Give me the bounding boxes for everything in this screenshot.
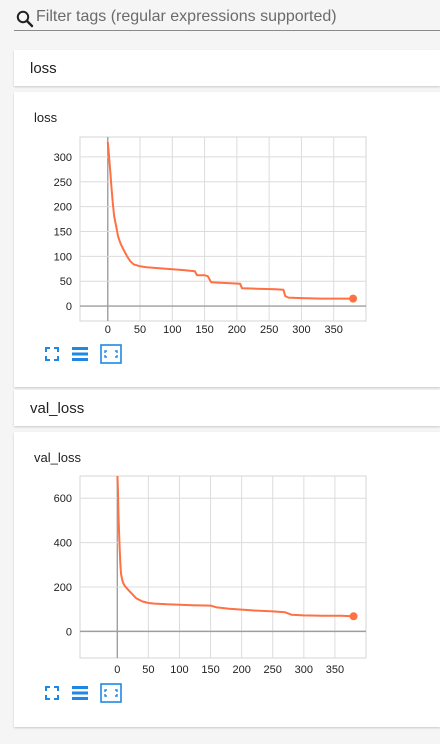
y-tick-label: 100 <box>54 251 72 263</box>
y-tick-label: 200 <box>54 582 72 594</box>
y-tick-label: 50 <box>60 276 72 288</box>
x-tick-label: 50 <box>142 664 154 676</box>
category-header-val-loss[interactable]: val_loss <box>14 390 440 426</box>
y-tick-label: 300 <box>54 152 72 164</box>
data-series-icon[interactable] <box>70 344 90 364</box>
x-tick-label: 250 <box>264 664 282 676</box>
filter-tags-input[interactable] <box>36 6 436 28</box>
loss-chart[interactable]: 0 50 100 150 200 250 300 350 0 50 100 150 200 250 300 <box>14 92 440 387</box>
series-line <box>116 476 354 618</box>
fullscreen-icon[interactable] <box>42 344 62 364</box>
plot-frame <box>79 475 367 659</box>
search-icon <box>16 10 34 28</box>
data-series-icon[interactable] <box>70 683 90 703</box>
fit-domain-icon[interactable] <box>100 344 122 364</box>
category-label: loss <box>30 60 57 77</box>
x-tick-label: 50 <box>134 324 146 336</box>
y-tick-label: 600 <box>54 493 72 505</box>
fullscreen-icon[interactable] <box>42 683 62 703</box>
chart-title: val_loss <box>34 450 81 465</box>
chart-card-loss: loss 0 50 100 150 200 250 300 350 0 50 100 150 200 25… <box>14 92 440 387</box>
x-tick-label: 200 <box>232 664 250 676</box>
val-loss-chart[interactable]: 0 50 100 150 200 250 300 350 0 200 400 600 <box>14 432 440 727</box>
y-tick-label: 150 <box>54 226 72 238</box>
plot-frame <box>79 136 367 322</box>
x-tick-label: 350 <box>326 664 344 676</box>
y-tick-label: 200 <box>54 202 72 214</box>
x-tick-label: 100 <box>163 324 181 336</box>
y-tick-label: 0 <box>66 301 72 313</box>
filter-tags-bar <box>14 4 440 31</box>
x-tick-label: 150 <box>201 664 219 676</box>
x-tick-label: 250 <box>260 324 278 336</box>
x-tick-label: 300 <box>295 664 313 676</box>
x-tick-label: 200 <box>228 324 246 336</box>
series-end-point <box>349 294 358 303</box>
series-end-point <box>349 612 358 621</box>
x-tick-label: 100 <box>170 664 188 676</box>
category-header-loss[interactable]: loss <box>14 50 440 86</box>
x-tick-label: 150 <box>195 324 213 336</box>
series-line <box>106 141 354 300</box>
y-tick-label: 400 <box>54 538 72 550</box>
x-tick-label: 300 <box>292 324 310 336</box>
x-tick-label: 0 <box>114 664 120 676</box>
chart-title: loss <box>34 110 58 125</box>
chart-card-val-loss: val_loss 0 50 100 150 200 250 300 350 0 200 400 600 <box>14 432 440 727</box>
x-tick-label: 350 <box>325 324 343 336</box>
x-tick-label: 0 <box>105 324 111 336</box>
fit-domain-icon[interactable] <box>100 683 122 703</box>
category-label: val_loss <box>30 400 85 417</box>
y-tick-label: 0 <box>66 626 72 638</box>
y-tick-label: 250 <box>54 177 72 189</box>
